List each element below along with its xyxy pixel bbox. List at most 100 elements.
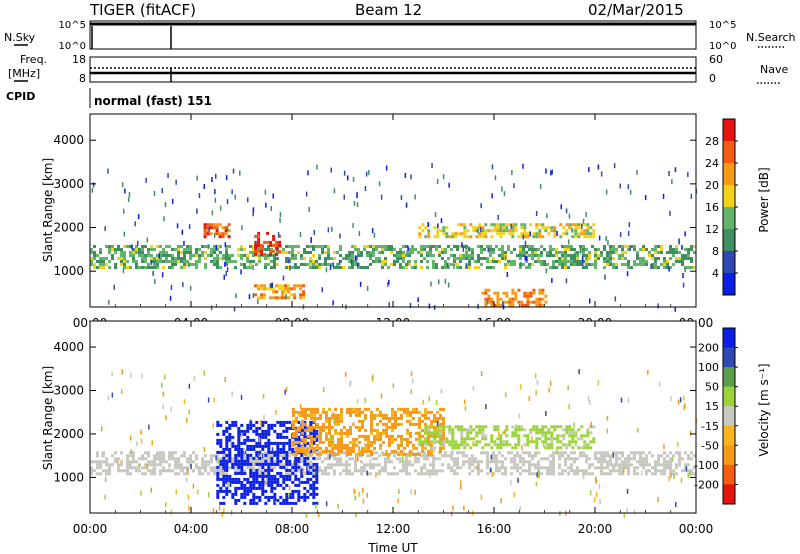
data-cell	[573, 460, 576, 464]
data-cell	[534, 248, 537, 251]
data-cell	[505, 440, 509, 444]
data-cell	[385, 449, 388, 453]
data-cell	[339, 248, 342, 251]
data-cell	[603, 266, 606, 269]
data-cell	[258, 432, 262, 436]
data-cell	[430, 425, 433, 429]
data-cell	[648, 451, 651, 455]
data-cell	[327, 454, 330, 458]
data-cell	[468, 460, 471, 464]
data-cell	[198, 254, 201, 257]
data-cell	[261, 483, 265, 487]
data-cell	[505, 226, 509, 230]
data-cell	[505, 294, 509, 298]
data-cell	[404, 172, 407, 178]
data-cell	[168, 260, 171, 263]
data-cell	[282, 498, 286, 502]
data-cell	[406, 419, 409, 423]
data-cell	[261, 469, 264, 473]
data-cell	[393, 263, 396, 266]
data-cell	[331, 449, 334, 453]
data-cell	[105, 263, 108, 266]
data-cell	[249, 483, 253, 487]
data-cell	[450, 248, 453, 251]
data-cell	[367, 446, 370, 450]
data-cell	[390, 472, 393, 476]
data-cell	[626, 488, 629, 494]
data-cell	[549, 245, 552, 248]
data-cell	[426, 469, 429, 473]
data-cell	[539, 183, 542, 189]
data-cell	[159, 452, 162, 458]
data-cell	[147, 266, 150, 269]
data-cell	[201, 245, 204, 248]
data-cell	[294, 477, 298, 481]
data-cell	[681, 469, 684, 473]
data-cell	[442, 422, 445, 426]
y-tick-label: 4000	[53, 133, 84, 147]
data-cell	[328, 422, 331, 426]
data-cell	[240, 459, 244, 463]
data-cell	[297, 489, 301, 493]
data-cell	[502, 232, 506, 236]
data-cell	[585, 454, 588, 458]
data-cell	[483, 257, 486, 260]
data-cell	[183, 257, 186, 260]
data-cell	[687, 248, 690, 251]
data-cell	[304, 437, 307, 441]
data-cell	[255, 432, 259, 436]
data-cell	[228, 459, 232, 463]
data-cell	[603, 248, 606, 251]
data-cell	[234, 420, 238, 424]
data-cell	[298, 446, 301, 450]
data-cell	[312, 435, 316, 439]
data-cell	[328, 443, 331, 447]
data-cell	[333, 472, 336, 476]
data-cell	[275, 243, 279, 247]
data-cell	[372, 248, 375, 251]
data-cell	[388, 416, 391, 420]
data-cell	[267, 480, 271, 484]
data-cell	[153, 260, 156, 263]
data-cell	[639, 457, 642, 461]
data-cell	[486, 454, 489, 458]
data-cell	[276, 420, 280, 424]
data-cell	[295, 419, 298, 423]
data-cell	[240, 394, 243, 400]
data-cell	[288, 454, 291, 458]
data-cell	[406, 410, 409, 414]
data-cell	[541, 434, 545, 438]
data-cell	[571, 227, 573, 233]
data-cell	[285, 466, 288, 470]
data-cell	[460, 232, 464, 236]
data-cell	[522, 163, 524, 169]
data-cell	[216, 465, 220, 469]
data-cell	[307, 407, 310, 411]
data-cell	[556, 434, 560, 438]
data-cell	[195, 254, 198, 257]
data-cell	[310, 416, 313, 420]
data-cell	[433, 428, 437, 432]
data-cell	[279, 454, 282, 458]
data-cell	[315, 260, 318, 263]
data-cell	[312, 492, 316, 496]
data-cell	[481, 226, 485, 230]
data-cell	[310, 425, 313, 429]
data-cell	[441, 251, 444, 254]
data-cell	[621, 248, 624, 251]
data-cell	[388, 302, 390, 308]
data-cell	[465, 257, 468, 260]
data-cell	[222, 469, 225, 475]
data-cell	[454, 443, 458, 447]
data-cell	[249, 468, 253, 472]
data-cell	[312, 495, 316, 499]
data-cell	[270, 450, 274, 454]
data-cell	[448, 443, 452, 447]
data-cell	[478, 440, 482, 444]
data-cell	[475, 440, 479, 444]
data-cell	[265, 478, 268, 484]
data-cell	[129, 266, 132, 269]
data-cell	[292, 407, 295, 411]
data-cell	[354, 263, 357, 266]
data-cell	[520, 428, 524, 432]
